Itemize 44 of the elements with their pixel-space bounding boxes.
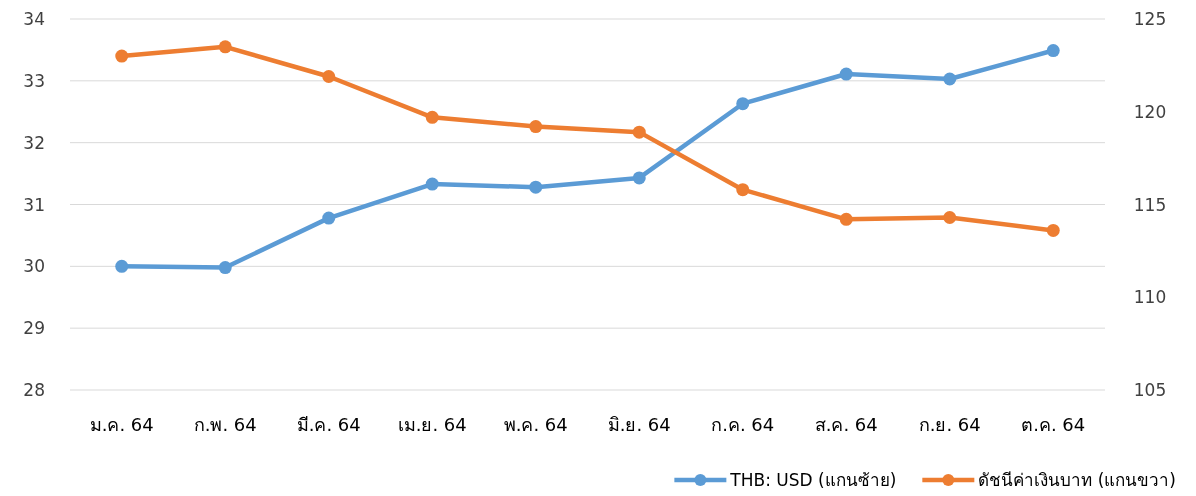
point	[115, 259, 129, 273]
x-tick-label: ก.ย. 64	[918, 414, 981, 435]
y2-tick-label: 120	[1133, 101, 1167, 122]
point	[529, 120, 543, 134]
point	[736, 97, 750, 111]
point	[736, 183, 750, 197]
y-tick-label: 33	[23, 70, 45, 91]
point	[529, 180, 543, 194]
point	[322, 70, 336, 84]
point	[1046, 44, 1060, 58]
y-tick-label: 32	[23, 132, 45, 153]
y-tick-label: 28	[23, 380, 45, 400]
x-tick-label: พ.ค. 64	[503, 414, 568, 435]
point	[839, 212, 853, 226]
y-tick-label: 34	[23, 9, 45, 29]
x-tick-label: ต.ค. 64	[1021, 414, 1086, 435]
point	[943, 72, 957, 86]
x-tick-label: ม.ค. 64	[89, 414, 154, 435]
y2-tick-label: 110	[1133, 287, 1167, 308]
point	[218, 40, 232, 54]
y2-tick-label: 125	[1133, 9, 1167, 29]
point	[839, 67, 853, 81]
x-tick-label: มิ.ย. 64	[607, 414, 671, 435]
point	[1046, 223, 1060, 237]
point	[425, 177, 439, 191]
legend-label: ดัชนีค่าเงินบาท (แกนขวา)	[978, 470, 1176, 490]
point	[632, 125, 646, 139]
x-tick-label: ก.พ. 64	[193, 414, 257, 435]
point	[425, 110, 439, 124]
point	[218, 261, 232, 275]
x-tick-label: ก.ค. 64	[711, 414, 775, 435]
point	[943, 210, 957, 224]
x-tick-label: ส.ค. 64	[814, 414, 878, 435]
point	[632, 171, 646, 185]
point	[115, 49, 129, 63]
y-tick-label: 29	[23, 318, 45, 339]
point	[322, 211, 336, 225]
y2-tick-label: 105	[1133, 380, 1167, 400]
y2-tick-label: 115	[1133, 194, 1167, 215]
y-tick-label: 30	[23, 256, 45, 277]
y-tick-label: 31	[23, 194, 45, 215]
x-tick-label: มี.ค. 64	[296, 414, 361, 435]
legend-label: THB: USD (แกนซ้าย)	[729, 470, 897, 490]
x-tick-label: เม.ย. 64	[397, 414, 467, 435]
